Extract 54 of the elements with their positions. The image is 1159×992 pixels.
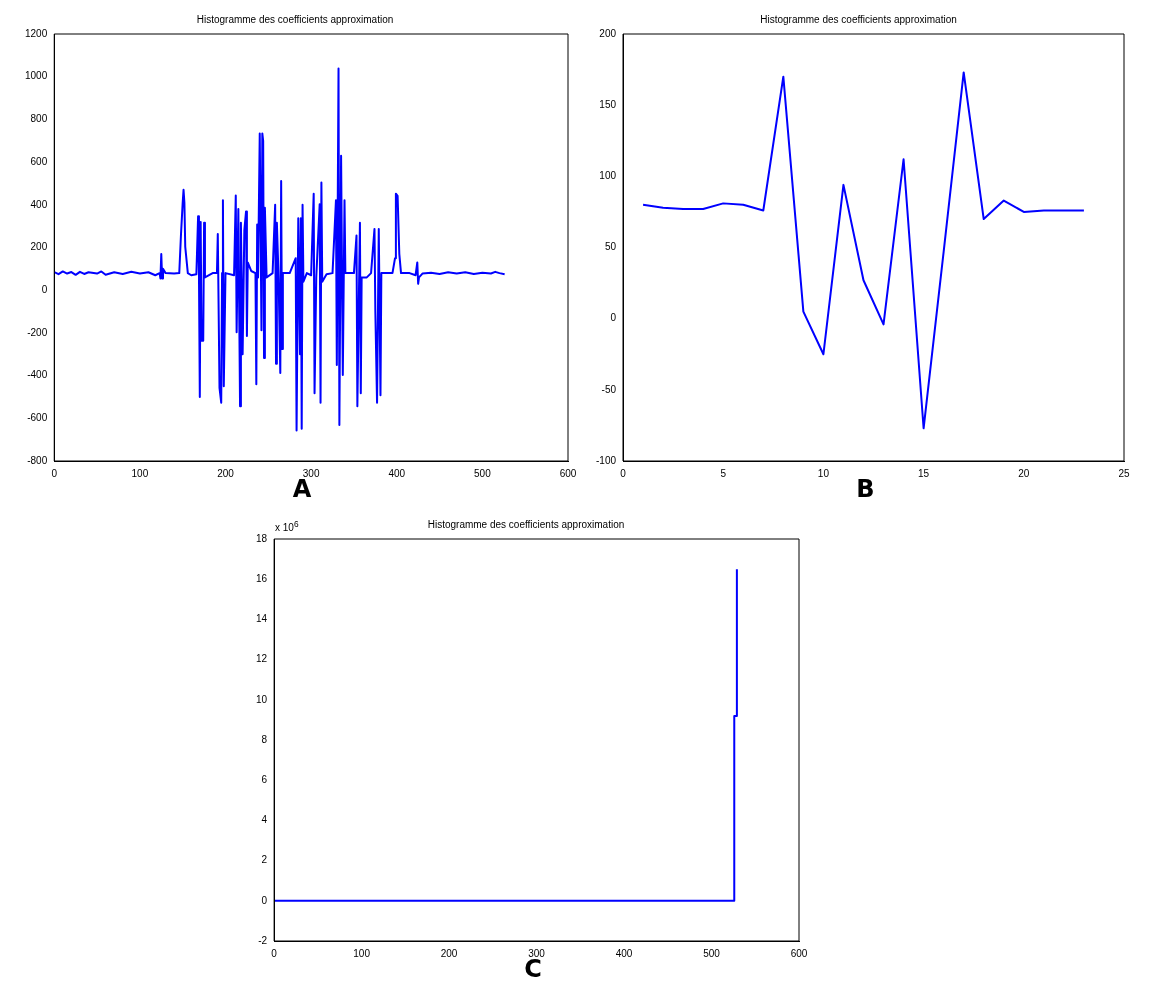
y-tick-label: -600 (27, 412, 48, 424)
y-tick-label: 18 (256, 532, 268, 544)
x-tick-label: 600 (790, 947, 808, 959)
x-tick-label: 300 (528, 947, 546, 959)
chart-title: Histogramme des coefficients approximation (760, 13, 957, 25)
x-tick-label: 500 (703, 947, 721, 959)
y-tick-label: 100 (599, 170, 617, 182)
y-tick-label: 600 (30, 155, 48, 167)
x-tick-label: 600 (559, 467, 577, 479)
x-tick-label: 100 (353, 947, 371, 959)
y-tick-label: 50 (604, 241, 617, 253)
y-tick-label: 10 (256, 693, 268, 705)
y-tick-label: 1200 (25, 27, 48, 39)
y-tick-label: 1000 (25, 70, 48, 82)
x-tick-label: 500 (474, 467, 492, 479)
y-tick-label: -50 (601, 383, 617, 395)
y-tick-label: 0 (261, 894, 268, 906)
y-tick-label: 6 (261, 773, 268, 785)
x-tick-label: 10 (817, 467, 830, 479)
x-tick-label: 25 (1118, 467, 1130, 479)
text: x 10$^{6}$ (275, 519, 299, 534)
y-tick-label: 12 (256, 653, 268, 665)
y-tick-label: 8 (261, 733, 268, 745)
y-tick-label: 150 (599, 98, 617, 110)
y-tick-label: 16 (256, 572, 268, 584)
y-tick-label: -2 (258, 934, 268, 946)
x-tick-label: 0 (271, 947, 278, 959)
chart-title: Histogramme des coefficients approximation (196, 13, 394, 25)
y-tick-label: -800 (27, 454, 48, 466)
x-tick-label: 0 (620, 467, 627, 479)
y-tick-label: 0 (610, 312, 617, 324)
y-tick-label: -200 (27, 326, 48, 338)
x-tick-label: 15 (918, 467, 930, 479)
x-tick-label: 0 (51, 467, 58, 479)
y-tick-label: 14 (256, 613, 268, 625)
x-tick-label: 20 (1018, 467, 1030, 479)
y-tick-label: 200 (30, 241, 48, 253)
x-tick-label: 300 (302, 467, 320, 479)
x-tick-label: 5 (720, 467, 727, 479)
y-tick-label: 4 (261, 814, 268, 826)
text: B (856, 475, 875, 503)
y-tick-label: 800 (30, 113, 48, 125)
y-tick-label: -400 (27, 369, 48, 381)
y-tick-label: 2 (261, 854, 268, 866)
x-tick-label: 400 (388, 467, 406, 479)
y-tick-label: -100 (596, 454, 617, 466)
y-tick-label: 400 (30, 198, 48, 210)
y-tick-label: 200 (599, 27, 617, 39)
x-tick-label: 200 (440, 947, 458, 959)
y-tick-label: 0 (41, 283, 48, 295)
x-tick-label: 200 (217, 467, 235, 479)
x-tick-label: 400 (615, 947, 633, 959)
x-tick-label: 100 (131, 467, 149, 479)
chart-title: Histogramme des coefficients approximation (427, 518, 625, 530)
